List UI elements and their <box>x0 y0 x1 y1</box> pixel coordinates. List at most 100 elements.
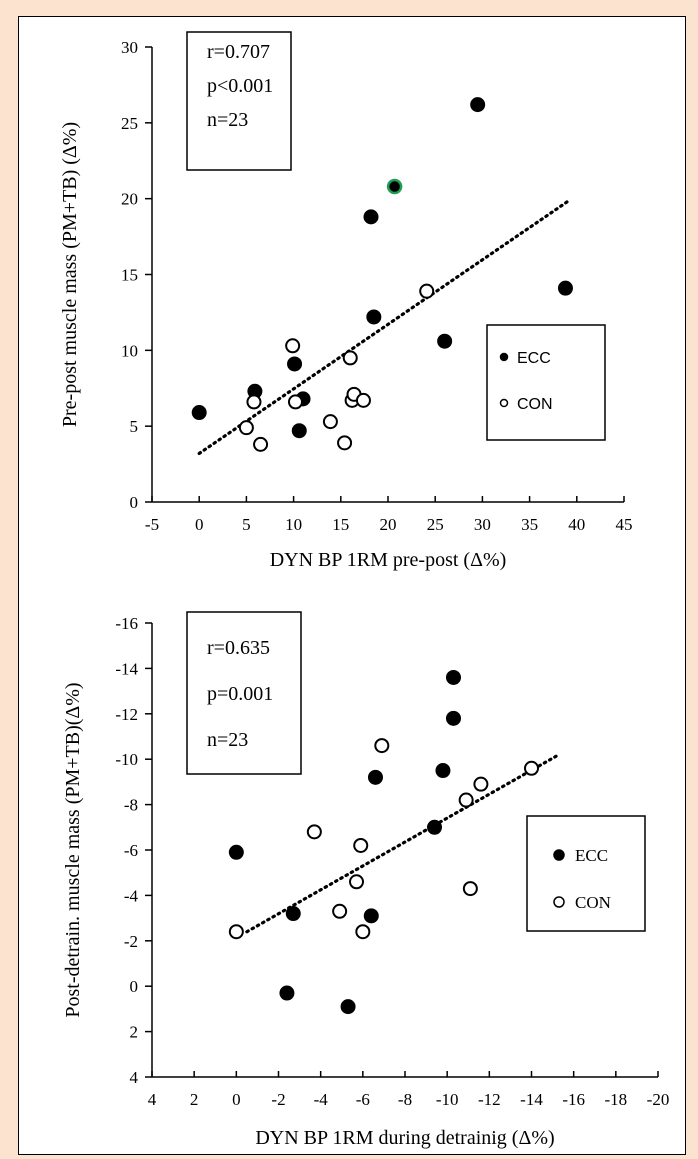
x-tick-label: -12 <box>478 1090 501 1109</box>
y-tick-label: 0 <box>130 977 139 996</box>
x-tick-label: -5 <box>145 515 159 534</box>
con-data-point <box>337 435 353 451</box>
x-tick-label: 0 <box>195 515 204 534</box>
y-tick-label: 2 <box>130 1023 139 1042</box>
x-tick-label: 4 <box>148 1090 157 1109</box>
x-tick-label: 15 <box>332 515 349 534</box>
con-data-point <box>228 924 244 940</box>
con-data-point <box>306 824 322 840</box>
con-data-point <box>285 338 301 354</box>
con-data-point <box>473 776 489 792</box>
legend-label-con: CON <box>575 893 611 912</box>
ecc-data-point <box>386 178 403 195</box>
y-tick-label: -2 <box>124 932 138 951</box>
legend-marker-ecc <box>553 849 565 861</box>
y-axis-title: Pre-post muscle mass (PM+TB) (Δ%) <box>59 122 81 427</box>
legend-label-ecc: ECC <box>575 846 608 865</box>
y-tick-label: -12 <box>115 705 138 724</box>
y-tick-label: 20 <box>121 190 138 209</box>
y-tick-label: 4 <box>130 1068 139 1087</box>
ecc-data-point <box>340 999 356 1015</box>
ecc-data-point <box>427 819 443 835</box>
legend-box <box>486 324 606 441</box>
y-axis-title: Post-detrain. muscle mass (PM+TB)(Δ%) <box>62 682 84 1017</box>
x-tick-label: -4 <box>314 1090 329 1109</box>
x-tick-label: 30 <box>474 515 491 534</box>
legend-label-con: CON <box>517 396 553 413</box>
stats-text: n=23 <box>207 729 248 751</box>
ecc-data-point <box>228 844 244 860</box>
chart-pre-post: -5 0 5 10 15 20 25 30 35 40 45 0 5 10 15 20 25 30 DYN BP 1… <box>59 31 633 571</box>
ecc-data-point <box>367 769 383 785</box>
x-tick-label: -20 <box>647 1090 670 1109</box>
ecc-data-point <box>279 985 295 1001</box>
trendline <box>245 753 561 934</box>
stats-box <box>186 31 292 171</box>
con-data-point <box>349 874 365 890</box>
y-tick-label: -10 <box>115 750 138 769</box>
x-tick-label: 10 <box>285 515 302 534</box>
ecc-data-point <box>191 405 207 421</box>
y-tick-label: 25 <box>121 114 138 133</box>
legend-marker-con <box>553 896 565 908</box>
x-tick-label: 20 <box>380 515 397 534</box>
ecc-data-point <box>285 906 301 922</box>
x-tick-label: -6 <box>356 1090 370 1109</box>
con-data-point <box>246 394 262 410</box>
con-data-point <box>374 738 390 754</box>
con-data-point <box>238 420 254 436</box>
x-tick-label: 45 <box>616 515 633 534</box>
y-tick-label: 15 <box>121 266 138 285</box>
x-tick-label: 35 <box>521 515 538 534</box>
x-tick-label: -14 <box>520 1090 543 1109</box>
stats-text: r=0.635 <box>207 637 270 659</box>
x-tick-label: 0 <box>232 1090 241 1109</box>
x-tick-label: -2 <box>271 1090 285 1109</box>
ecc-data-point <box>291 423 307 439</box>
y-tick-label: -6 <box>124 841 138 860</box>
con-data-point <box>287 394 303 410</box>
ecc-data-point <box>363 209 379 225</box>
x-tick-label: -18 <box>604 1090 627 1109</box>
x-tick-label: 40 <box>568 515 585 534</box>
legend-label-ecc: ECC <box>517 350 551 367</box>
ecc-data-point <box>363 908 379 924</box>
ecc-data-point <box>557 280 573 296</box>
stats-text: n=23 <box>207 109 248 131</box>
stats-box <box>186 611 302 775</box>
x-tick-label: -16 <box>562 1090 585 1109</box>
con-data-point <box>322 414 338 430</box>
ecc-data-point <box>287 356 303 372</box>
y-tick-label: -14 <box>115 659 138 678</box>
ecc-data-point <box>445 710 461 726</box>
con-data-point <box>419 283 435 299</box>
x-axis-title: DYN BP 1RM pre-post (Δ%) <box>270 549 507 571</box>
ecc-data-point <box>470 97 486 113</box>
con-data-point <box>353 837 369 853</box>
x-tick-label: -8 <box>398 1090 412 1109</box>
chart-detraining: 4 2 0 -2 -4 -6 -8 -10 -12 -14 -16 -18 -20 4 2 0 -2 -4 -6 -8… <box>62 611 670 1149</box>
legend-marker-con <box>499 398 509 408</box>
con-data-point <box>342 350 358 366</box>
x-tick-label: 2 <box>190 1090 199 1109</box>
y-tick-label: -8 <box>124 796 138 815</box>
con-data-point <box>355 924 371 940</box>
con-data-point <box>458 792 474 808</box>
legend-box <box>526 815 646 932</box>
ecc-data-point <box>435 763 451 779</box>
con-data-point <box>462 881 478 897</box>
legend-marker-ecc <box>499 352 509 362</box>
x-tick-label: -10 <box>436 1090 459 1109</box>
x-tick-label: 25 <box>427 515 444 534</box>
y-tick-label: 10 <box>121 341 138 360</box>
x-axis-title: DYN BP 1RM during detrainig (Δ%) <box>255 1127 554 1149</box>
con-data-point <box>332 903 348 919</box>
y-tick-label: 0 <box>130 493 139 512</box>
trendline <box>197 200 569 456</box>
x-tick-label: 5 <box>242 515 251 534</box>
y-tick-label: 5 <box>130 417 139 436</box>
con-data-point <box>524 760 539 776</box>
ecc-data-point <box>445 669 461 685</box>
figure-frame: -5 0 5 10 15 20 25 30 35 40 45 0 5 10 15 20 25 30 DYN BP 1… <box>18 16 686 1155</box>
y-tick-label: -4 <box>124 886 139 905</box>
